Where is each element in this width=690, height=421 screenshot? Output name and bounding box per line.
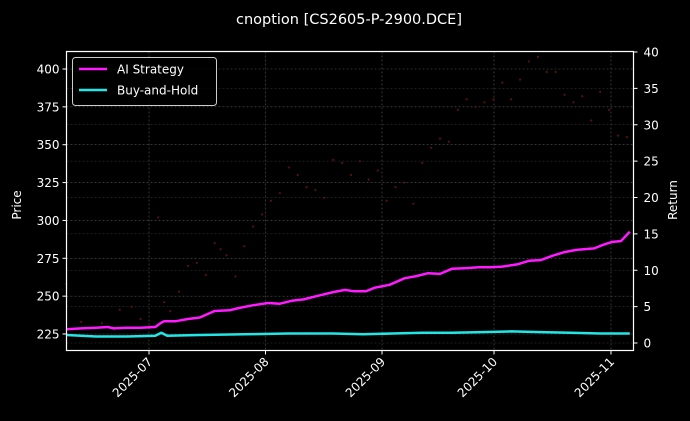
price-dot <box>590 119 593 122</box>
left-tick-label: 325 <box>37 176 60 190</box>
price-dot <box>545 70 548 74</box>
price-dot <box>341 161 344 164</box>
price-dot <box>607 108 611 111</box>
right-tick-label: 35 <box>644 82 659 96</box>
price-dot <box>616 134 620 137</box>
price-dot <box>314 189 317 192</box>
price-dot <box>349 173 353 177</box>
price-dot <box>332 158 335 161</box>
price-dot <box>260 213 264 216</box>
series-line-ai-strategy <box>66 230 631 331</box>
price-dot <box>213 242 216 245</box>
price-dot <box>243 245 246 248</box>
price-dot <box>169 310 172 313</box>
price-dot <box>438 137 442 140</box>
price-dot <box>287 166 290 169</box>
price-dot <box>204 273 207 277</box>
right-tick-label: 0 <box>644 337 652 351</box>
left-y-axis: 225 250 275 300 325 350 375 400 <box>37 63 67 342</box>
price-dot <box>177 290 181 293</box>
price-dot <box>163 301 166 304</box>
legend-box <box>72 57 217 106</box>
plot-frame <box>65 50 635 352</box>
price-dot <box>572 101 575 104</box>
left-tick-label: 275 <box>37 252 60 266</box>
right-axis-title: Return <box>666 180 680 220</box>
price-dot <box>447 140 450 143</box>
price-dot <box>421 161 424 164</box>
price-dot <box>252 225 255 228</box>
left-tick-label: 250 <box>37 290 60 304</box>
left-tick-label: 225 <box>37 328 60 342</box>
price-dot <box>195 261 198 264</box>
price-dot <box>412 202 415 205</box>
price-dot <box>186 264 190 267</box>
price-dot <box>581 95 584 98</box>
price-dot <box>474 105 477 108</box>
price-dot <box>376 169 379 172</box>
series-line-buy-and-hold <box>66 330 630 338</box>
right-tick-label: 20 <box>644 191 659 205</box>
price-dot <box>278 192 281 195</box>
series-lines <box>66 230 631 338</box>
price-dot <box>625 136 628 139</box>
price-dot <box>225 254 228 257</box>
price-dot <box>358 160 362 163</box>
price-dot <box>563 93 566 96</box>
price-dot <box>536 55 539 58</box>
right-tick-label: 40 <box>644 46 659 60</box>
price-dot <box>492 98 495 101</box>
price-dot <box>130 305 133 308</box>
price-dot <box>403 181 406 184</box>
price-dot <box>527 60 531 63</box>
left-axis-title: Price <box>10 190 24 219</box>
price-dot <box>234 275 237 278</box>
right-tick-label: 5 <box>644 300 652 314</box>
price-dot <box>518 78 522 81</box>
legend-label-ai-strategy: AI Strategy <box>117 63 184 77</box>
price-dot <box>554 70 557 74</box>
price-dot <box>385 199 388 202</box>
right-tick-label: 30 <box>644 118 659 132</box>
price-dot <box>157 216 160 219</box>
legend: AI Strategy Buy-and-Hold <box>72 57 217 106</box>
right-tick-label: 10 <box>644 264 659 278</box>
left-tick-label: 300 <box>37 214 60 228</box>
chart-title: cnoption [CS2605-P-2900.DCE] <box>236 12 462 28</box>
price-dot <box>269 199 273 202</box>
price-dot <box>323 196 326 199</box>
price-dot <box>139 317 142 320</box>
price-dot <box>430 146 433 149</box>
price-dot <box>305 186 308 189</box>
legend-label-buy-and-hold: Buy-and-Hold <box>117 84 198 98</box>
price-dot <box>465 98 468 101</box>
price-dot <box>118 308 121 311</box>
price-dot <box>100 322 104 325</box>
left-tick-label: 375 <box>37 100 60 114</box>
right-tick-label: 25 <box>644 155 659 169</box>
price-dot <box>483 101 486 104</box>
left-tick-label: 400 <box>37 63 60 77</box>
right-tick-label: 15 <box>644 227 659 241</box>
price-dot <box>501 81 504 84</box>
price-dot <box>599 90 602 93</box>
price-dot <box>367 178 370 181</box>
price-dot <box>296 173 299 177</box>
price-dot <box>510 98 513 101</box>
price-dot <box>456 108 459 111</box>
price-dot <box>219 248 222 251</box>
price-dot <box>394 186 397 189</box>
right-y-axis: 0 5 10 15 20 25 30 35 40 <box>633 46 659 351</box>
left-tick-label: 350 <box>37 138 60 152</box>
price-dot <box>80 320 83 323</box>
